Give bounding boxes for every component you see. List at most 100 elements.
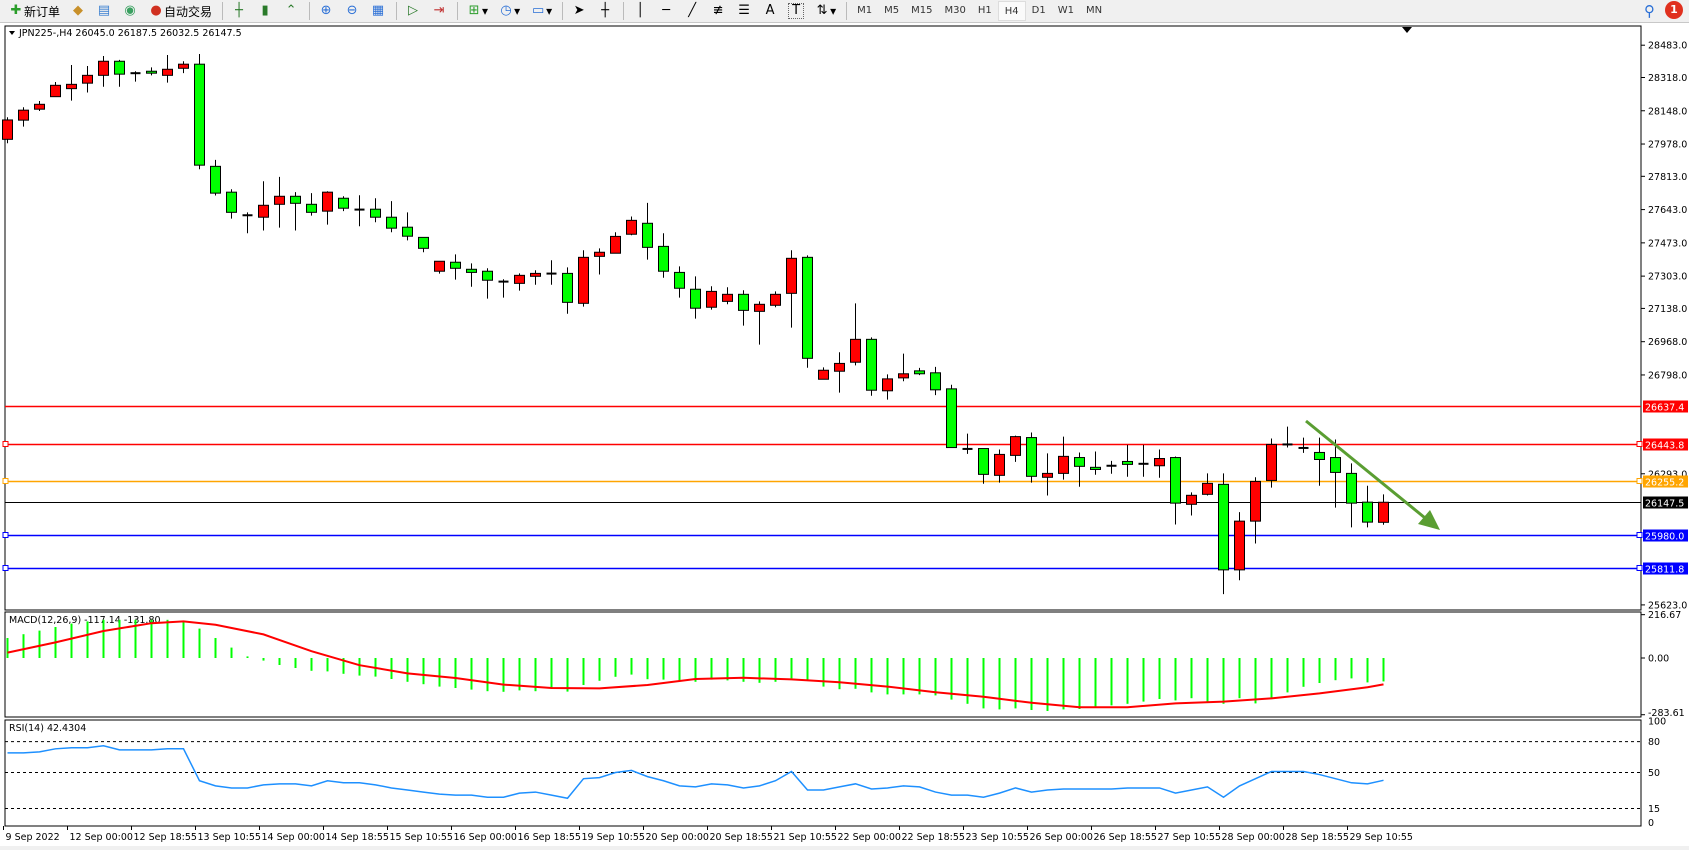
notification-badge[interactable]: 1: [1665, 1, 1683, 19]
price-label-box: [1643, 562, 1688, 575]
candle: [370, 198, 381, 223]
candle: [690, 276, 701, 319]
time-label: 20 Sep 18:55: [710, 832, 773, 843]
time-label: 9 Sep 2022: [6, 832, 60, 843]
timeframe-m1[interactable]: M1: [857, 5, 873, 16]
candle: [66, 64, 77, 101]
candle: [978, 448, 989, 484]
timeframe-m5[interactable]: M5: [884, 5, 900, 16]
line-handle[interactable]: [1636, 478, 1643, 484]
price-tick-label: 27643.0: [1648, 205, 1687, 216]
arrows-button[interactable]: ⇅ ▾: [810, 1, 840, 21]
vertical-line-button[interactable]: │: [628, 1, 652, 21]
market-watch-button[interactable]: ▤: [92, 1, 116, 21]
candle: [1122, 444, 1133, 477]
line-handle[interactable]: [1636, 565, 1643, 571]
crosshair-button[interactable]: ┼: [593, 1, 617, 21]
candle: [946, 384, 957, 449]
cursor-button[interactable]: ➤: [567, 1, 591, 21]
price-tick-label: 28483.0: [1648, 41, 1687, 52]
line-chart-button[interactable]: ⌃: [279, 1, 303, 21]
candle-body: [146, 70, 157, 74]
trendline-button[interactable]: ╱: [680, 1, 704, 21]
fibonacci-f-button[interactable]: ☰: [732, 1, 756, 21]
zoom-in-button[interactable]: ⊕: [314, 1, 338, 21]
text-button[interactable]: A: [758, 1, 782, 21]
periods-button[interactable]: ◷ ▾: [494, 1, 524, 21]
candle: [530, 270, 541, 285]
candle-body: [1362, 501, 1373, 523]
candlestick-button[interactable]: ▮: [253, 1, 277, 21]
timeframe-w1[interactable]: W1: [1057, 5, 1074, 16]
price-tick-label: 26798.0: [1648, 370, 1687, 381]
candle: [754, 301, 765, 345]
timeframe-h4[interactable]: H4: [997, 1, 1026, 21]
line-handle[interactable]: [2, 565, 9, 571]
chart-shift-marker[interactable]: [1402, 27, 1412, 33]
chart-window[interactable]: JPN225-,H4 26045.0 26187.5 26032.5 26147…: [0, 23, 1689, 850]
timeframe-mn[interactable]: MN: [1085, 5, 1103, 16]
timeframe-m30[interactable]: M30: [944, 5, 966, 16]
label-button[interactable]: T: [784, 1, 808, 21]
timeframe-m15[interactable]: M15: [911, 5, 933, 16]
price-label-text: 26147.5: [1645, 499, 1684, 510]
candle-body: [594, 251, 605, 257]
bar-chart-button[interactable]: ┼: [227, 1, 251, 21]
trend-arrow-line[interactable]: [1305, 419, 1431, 524]
line-handle[interactable]: [2, 441, 9, 447]
periods-icon: ◷: [500, 3, 512, 18]
candle-body: [1026, 437, 1037, 477]
price-label-box: [1643, 475, 1688, 488]
price-label-box: [1643, 496, 1688, 509]
candle-body: [770, 293, 781, 306]
zoom-out-button[interactable]: ⊖: [340, 1, 364, 21]
candle: [450, 254, 461, 280]
line-handle[interactable]: [2, 478, 9, 484]
trend-arrowhead[interactable]: [1418, 510, 1440, 530]
timeframe-d1[interactable]: D1: [1031, 5, 1046, 16]
line-handle[interactable]: [1636, 532, 1643, 538]
templates-button[interactable]: ▭ ▾: [531, 3, 553, 18]
candle: [98, 55, 109, 87]
timeframe-h1[interactable]: H1: [977, 5, 992, 16]
fibonacci-e-icon: ≢: [712, 3, 724, 18]
auto-scroll-button[interactable]: ▷: [401, 1, 425, 21]
price-label-box: [1643, 438, 1688, 451]
trendline-icon: ╱: [688, 3, 697, 18]
horizontal-line-button[interactable]: ─: [654, 1, 678, 21]
candle: [306, 193, 317, 216]
candle-body: [706, 290, 717, 308]
candle: [1378, 494, 1389, 525]
candle-body: [1154, 458, 1165, 467]
toolbar-divider: [396, 2, 398, 20]
fibonacci-e-button[interactable]: ≢: [706, 1, 730, 21]
signals-button[interactable]: ◉: [118, 1, 142, 21]
line-handle[interactable]: [1636, 441, 1643, 447]
candle-body: [786, 257, 797, 294]
candle: [1154, 449, 1165, 478]
candle-body: [994, 453, 1005, 476]
candle: [1090, 451, 1101, 475]
candle-body: [482, 270, 493, 281]
tile-windows-button[interactable]: ▦: [366, 1, 390, 21]
candle-body: [210, 165, 221, 194]
search-icon[interactable]: ⚲: [1644, 2, 1655, 20]
candle-body: [850, 338, 861, 363]
candle: [1282, 426, 1293, 448]
line-handle[interactable]: [2, 532, 9, 538]
indicators-button[interactable]: ⊞ ▾: [462, 1, 492, 21]
candle: [418, 236, 429, 253]
candle: [1138, 444, 1149, 477]
candle-body: [1074, 457, 1085, 467]
zoom-out-icon: ⊖: [346, 3, 358, 18]
chart-shift-button[interactable]: ⇥: [427, 1, 451, 21]
candle-body: [82, 74, 93, 84]
gold-button[interactable]: ◆: [66, 1, 90, 21]
toolbar: ✚ 新订单 ◆ ▤ ◉ ● 自动交易 ┼ ▮ ⌃ ⊕ ⊖ ▦ ▷ ⇥ ⊞ ▾ ◷ ▾ ▭…: [0, 0, 1689, 23]
auto-trading-button[interactable]: ● 自动交易: [144, 1, 216, 21]
candle: [210, 159, 221, 196]
time-label: 22 Sep 18:55: [902, 832, 965, 843]
toolbar-divider: [309, 2, 311, 20]
rsi-tick-label: 15: [1648, 804, 1660, 815]
new-order-button[interactable]: ✚ 新订单: [4, 1, 64, 21]
